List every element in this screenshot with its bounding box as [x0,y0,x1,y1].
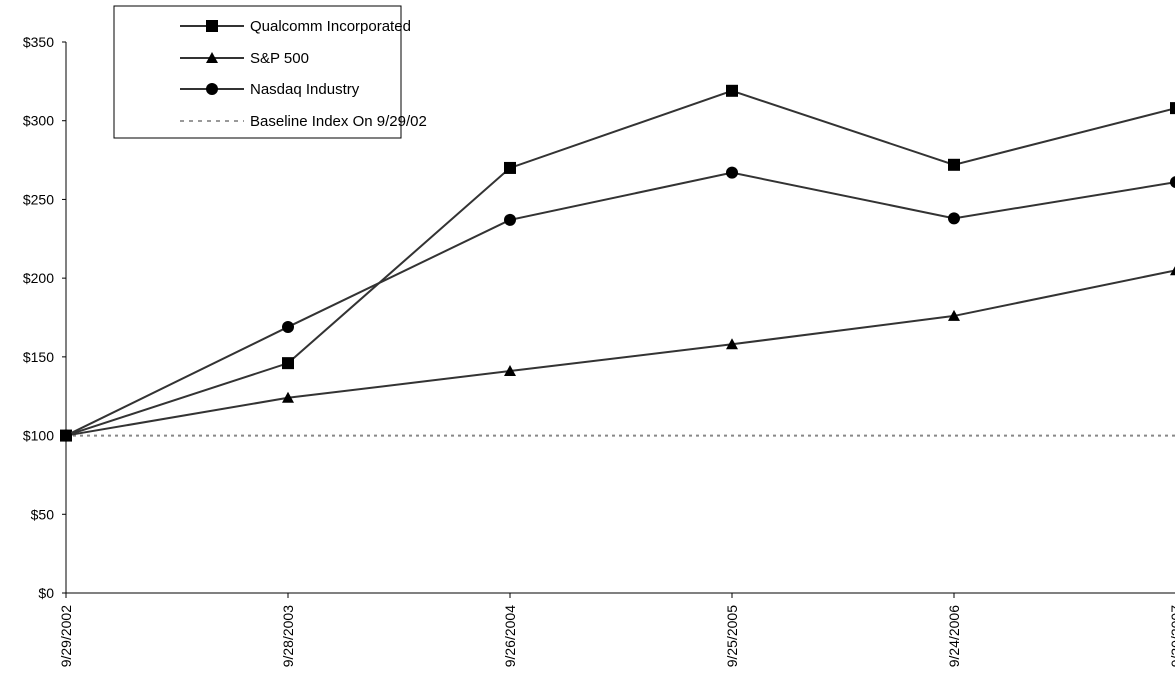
axes: $0 $50 $100 $150 $200 $250 $300 $350 9/29/2002 9/… [23,34,1175,667]
data-point-square [726,84,738,97]
x-tick-label: 9/30/2007 [1168,605,1175,667]
legend-label: Nasdaq Industry [250,81,360,98]
data-point-circle [504,213,516,226]
legend-marker-square [206,20,218,32]
legend-label: Qualcomm Incorporated [250,18,411,35]
data-point-triangle [1170,266,1175,276]
legend: Qualcomm Incorporated S&P 500 Nasdaq Indus… [113,5,427,139]
x-tick-label: 9/28/2003 [280,605,296,667]
x-tick-label: 9/25/2005 [724,605,740,667]
data-point-square [1170,102,1175,115]
data-point-square [948,158,960,171]
y-tick-label: $150 [23,349,54,365]
data-point-circle [1170,176,1175,189]
data-point-triangle [504,365,516,377]
legend-label: Baseline Index On 9/29/02 [250,113,427,130]
x-tick-label: 9/26/2004 [502,605,518,667]
data-point-circle [948,212,960,225]
series-qualcomm-incorporated [60,84,1175,442]
data-point-square [504,161,516,174]
series-nasdaq-industry [60,166,1175,442]
y-tick-label: $350 [23,34,54,50]
legend-item-baseline: Baseline Index On 9/29/02 [180,113,427,130]
data-point-triangle [948,309,960,321]
y-tick-label: $300 [23,113,54,129]
y-tick-label: $200 [23,270,54,286]
y-tick-label: $50 [31,506,55,522]
series-group [60,84,1175,442]
legend-item: Qualcomm Incorporated [180,18,411,35]
legend-label: S&P 500 [250,50,309,67]
x-tick-label: 9/29/2002 [58,605,74,667]
y-tick-label: $100 [23,428,54,444]
x-tick-label: 9/24/2006 [946,605,962,667]
data-point-circle [726,166,738,179]
y-tick-label: $0 [38,585,54,601]
data-point-circle [60,429,72,442]
legend-marker-circle [206,83,218,95]
legend-marker-triangle [206,52,218,63]
legend-box [113,5,402,139]
y-tick-label: $250 [23,191,54,207]
series-s-p-500 [60,266,1175,441]
data-point-triangle [282,391,294,403]
series-line [65,269,1175,437]
series-line [65,89,1175,437]
data-point-square [282,357,294,370]
data-point-circle [282,320,294,333]
series-line [65,171,1175,437]
data-point-triangle [726,338,738,350]
legend-item: Nasdaq Industry [180,81,360,98]
legend-item: S&P 500 [180,50,309,67]
